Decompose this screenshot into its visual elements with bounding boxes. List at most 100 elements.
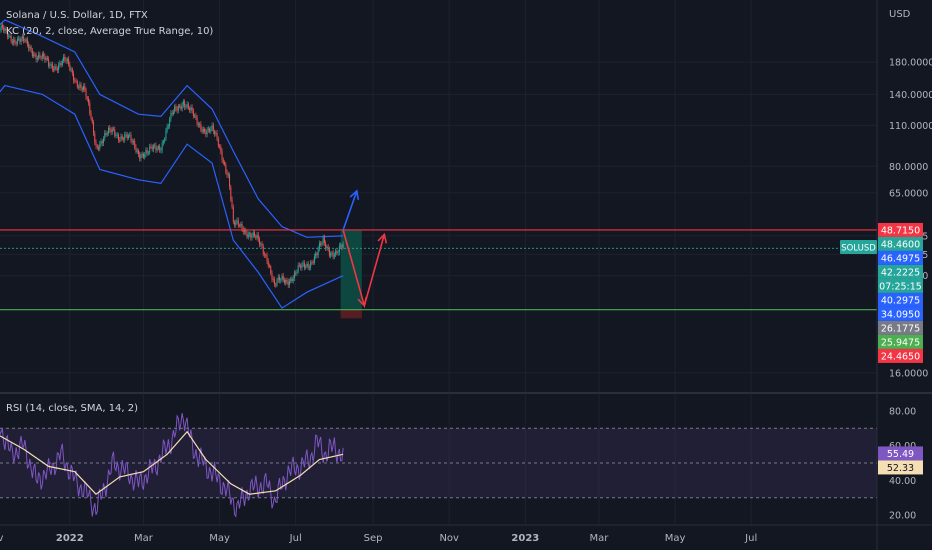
candle-body [180, 106, 182, 110]
candle-body [149, 146, 151, 153]
candle-body [271, 272, 273, 280]
candle-body [254, 232, 256, 237]
candle-body [159, 146, 161, 151]
candle-body [226, 172, 228, 176]
price-label-bg [878, 460, 923, 475]
candle-body [46, 57, 48, 60]
arrow-blue-line[interactable] [342, 190, 358, 231]
candle-body [73, 73, 75, 81]
candle-body [268, 265, 270, 267]
price-label-text: 25.9475 [881, 337, 920, 348]
symbol-title[interactable]: Solana / U.S. Dollar, 1D, FTX [6, 10, 148, 21]
candle-body [236, 220, 238, 222]
candle-body [285, 279, 287, 284]
projection-arrows[interactable] [342, 189, 388, 309]
candle-body [129, 134, 131, 136]
candle-body [64, 56, 66, 60]
candle-body [69, 64, 71, 70]
arrow-blue-head [349, 189, 360, 200]
candle-body [26, 39, 28, 45]
time-tick-label: Mar [590, 533, 610, 544]
candle-body [186, 104, 188, 107]
candle-body [332, 252, 334, 257]
candle-body [220, 146, 222, 152]
candle-body [235, 221, 237, 225]
candle-body [154, 145, 156, 147]
candle-body [20, 38, 22, 42]
candle-body [264, 254, 266, 255]
keltner-lower-line [0, 84, 344, 309]
price-label-bg [878, 292, 923, 307]
candle-body [166, 126, 168, 131]
candle-body [331, 252, 333, 254]
candle-body [240, 223, 242, 226]
candle-body [55, 66, 57, 69]
candle-body [10, 35, 12, 42]
arrow-red-mid-head [357, 296, 368, 308]
keltner-indicator-label[interactable]: KC (20, 2, close, Average True Range, 10… [6, 26, 213, 37]
candle-body [234, 222, 236, 225]
rsi-indicator-label[interactable]: RSI (14, close, SMA, 14, 2) [6, 403, 138, 414]
price-label-text: 48.4600 [881, 239, 920, 250]
target-zone[interactable] [340, 230, 362, 310]
price-label-bg [878, 306, 923, 321]
price-label-bg [878, 334, 923, 349]
candle-body [130, 134, 132, 141]
candle-body [287, 281, 289, 286]
candle-body [175, 106, 177, 109]
candle-body [152, 145, 154, 150]
candle-body [100, 141, 102, 144]
candle-body [270, 266, 272, 273]
stop-zone[interactable] [340, 309, 362, 319]
candle-body [3, 27, 5, 32]
candle-body [216, 132, 218, 140]
symbol-tag: SOLUSD [840, 240, 877, 254]
candle-body [291, 278, 293, 282]
time-axis[interactable]: Nov 2022 Mar May Jul Sep Nov 2023 Mar May Jul [0, 533, 757, 544]
candle-body [241, 223, 243, 229]
candle-body [101, 141, 103, 144]
candle-body [13, 39, 15, 43]
candle-body [112, 128, 114, 130]
candle-body [312, 262, 314, 264]
time-tick-label: Nov [439, 533, 459, 544]
candle-body [65, 59, 67, 61]
candle-body [169, 118, 171, 126]
candle-body [261, 243, 263, 247]
candle-body [111, 128, 113, 133]
candle-body [4, 28, 6, 32]
candle-body [121, 136, 123, 139]
candle-body [221, 151, 223, 161]
candle-body [34, 54, 36, 56]
candle-body [99, 143, 101, 150]
candle-body [293, 272, 295, 279]
candle-body [147, 152, 149, 154]
candle-body [75, 80, 77, 82]
candle-body [161, 142, 163, 151]
candle-body [204, 128, 206, 132]
price-label-bg [878, 264, 923, 279]
candle-body [93, 122, 95, 134]
candle-body [98, 147, 100, 150]
candle-body [192, 110, 194, 116]
candle-body [315, 253, 317, 257]
candle-body [330, 253, 332, 256]
candle-body [229, 174, 231, 188]
candle-body [150, 146, 152, 148]
candle-body [91, 118, 93, 123]
candle-body [48, 59, 50, 66]
candle-body [16, 39, 18, 45]
price-label-text: 26.1775 [881, 323, 920, 334]
price-label-text: 42.2225 [881, 267, 920, 278]
candle-body [290, 278, 292, 282]
candle-body [310, 262, 312, 268]
candle-body [245, 229, 247, 233]
candle-body [195, 115, 197, 118]
candle-body [140, 155, 142, 159]
candle-body [15, 42, 17, 45]
candle-body [132, 141, 134, 142]
candle-body [104, 133, 106, 139]
candle-body [237, 220, 239, 226]
